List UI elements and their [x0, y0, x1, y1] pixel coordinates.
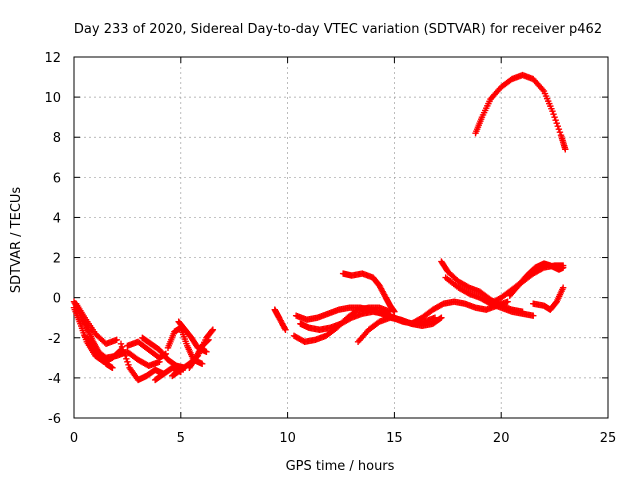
data-point	[125, 361, 132, 369]
data-points	[70, 71, 569, 384]
x-tick-label: 20	[493, 431, 510, 446]
data-point	[530, 312, 537, 319]
y-tick-label: 12	[44, 51, 61, 66]
y-tick-label: 0	[53, 292, 61, 307]
data-point	[552, 116, 559, 124]
x-tick-label: 5	[177, 431, 185, 446]
y-tick-label: -2	[48, 332, 61, 347]
data-point	[282, 326, 289, 333]
data-point	[203, 348, 210, 356]
grid-lines	[74, 57, 608, 418]
series-arc-s	[408, 298, 511, 327]
data-point	[123, 355, 130, 363]
plot-frame	[73, 56, 609, 419]
data-point	[109, 364, 116, 372]
y-tick-label: 6	[53, 171, 61, 186]
data-point	[550, 110, 557, 118]
data-point	[504, 298, 511, 305]
axis-ticks	[73, 56, 609, 419]
data-point	[556, 129, 564, 136]
data-point	[559, 284, 567, 291]
series-arc-w	[506, 260, 567, 299]
x-axis-label: GPS time / hours	[286, 459, 395, 474]
data-point	[118, 343, 126, 351]
data-point	[205, 336, 212, 343]
data-point	[391, 308, 398, 315]
series-arc-l	[186, 336, 212, 372]
data-point	[551, 113, 558, 121]
series-arc-f	[124, 338, 170, 362]
y-tick-label: 2	[53, 252, 61, 267]
data-point	[437, 315, 444, 322]
data-point	[117, 340, 125, 347]
data-point	[555, 126, 563, 133]
series-arc-x	[530, 284, 567, 313]
y-tick-label: 8	[53, 131, 61, 146]
data-point	[549, 107, 556, 115]
data-point	[119, 346, 127, 354]
y-tick-label: -6	[48, 412, 61, 427]
data-point	[559, 264, 567, 271]
series-arc-u	[442, 274, 537, 319]
y-tick-label: 10	[44, 91, 61, 106]
y-tick-label: 4	[53, 211, 61, 226]
data-point	[204, 337, 211, 344]
data-point	[122, 352, 129, 360]
data-point	[208, 327, 216, 334]
data-point	[120, 349, 128, 357]
chart-title: Day 233 of 2020, Sidereal Day-to-day VTE…	[74, 22, 602, 37]
data-point	[562, 146, 569, 153]
x-tick-label: 10	[279, 431, 296, 446]
series-arc-m	[271, 306, 289, 333]
y-axis-label: SDTVAR / TECUs	[9, 187, 24, 294]
series-arc-q	[339, 270, 398, 315]
data-point	[113, 336, 120, 343]
series-arc-e	[117, 340, 167, 384]
x-tick-label: 25	[600, 431, 617, 446]
data-point	[553, 119, 560, 127]
data-point	[124, 358, 131, 366]
data-point	[198, 360, 206, 368]
data-point	[554, 122, 562, 130]
data-point	[438, 314, 445, 321]
series-arc-c	[72, 300, 120, 347]
x-tick-label: 0	[70, 431, 78, 446]
x-tick-label: 15	[386, 431, 403, 446]
data-point	[209, 326, 217, 333]
y-tick-label: -4	[48, 372, 61, 387]
series-arc-y	[472, 71, 569, 153]
